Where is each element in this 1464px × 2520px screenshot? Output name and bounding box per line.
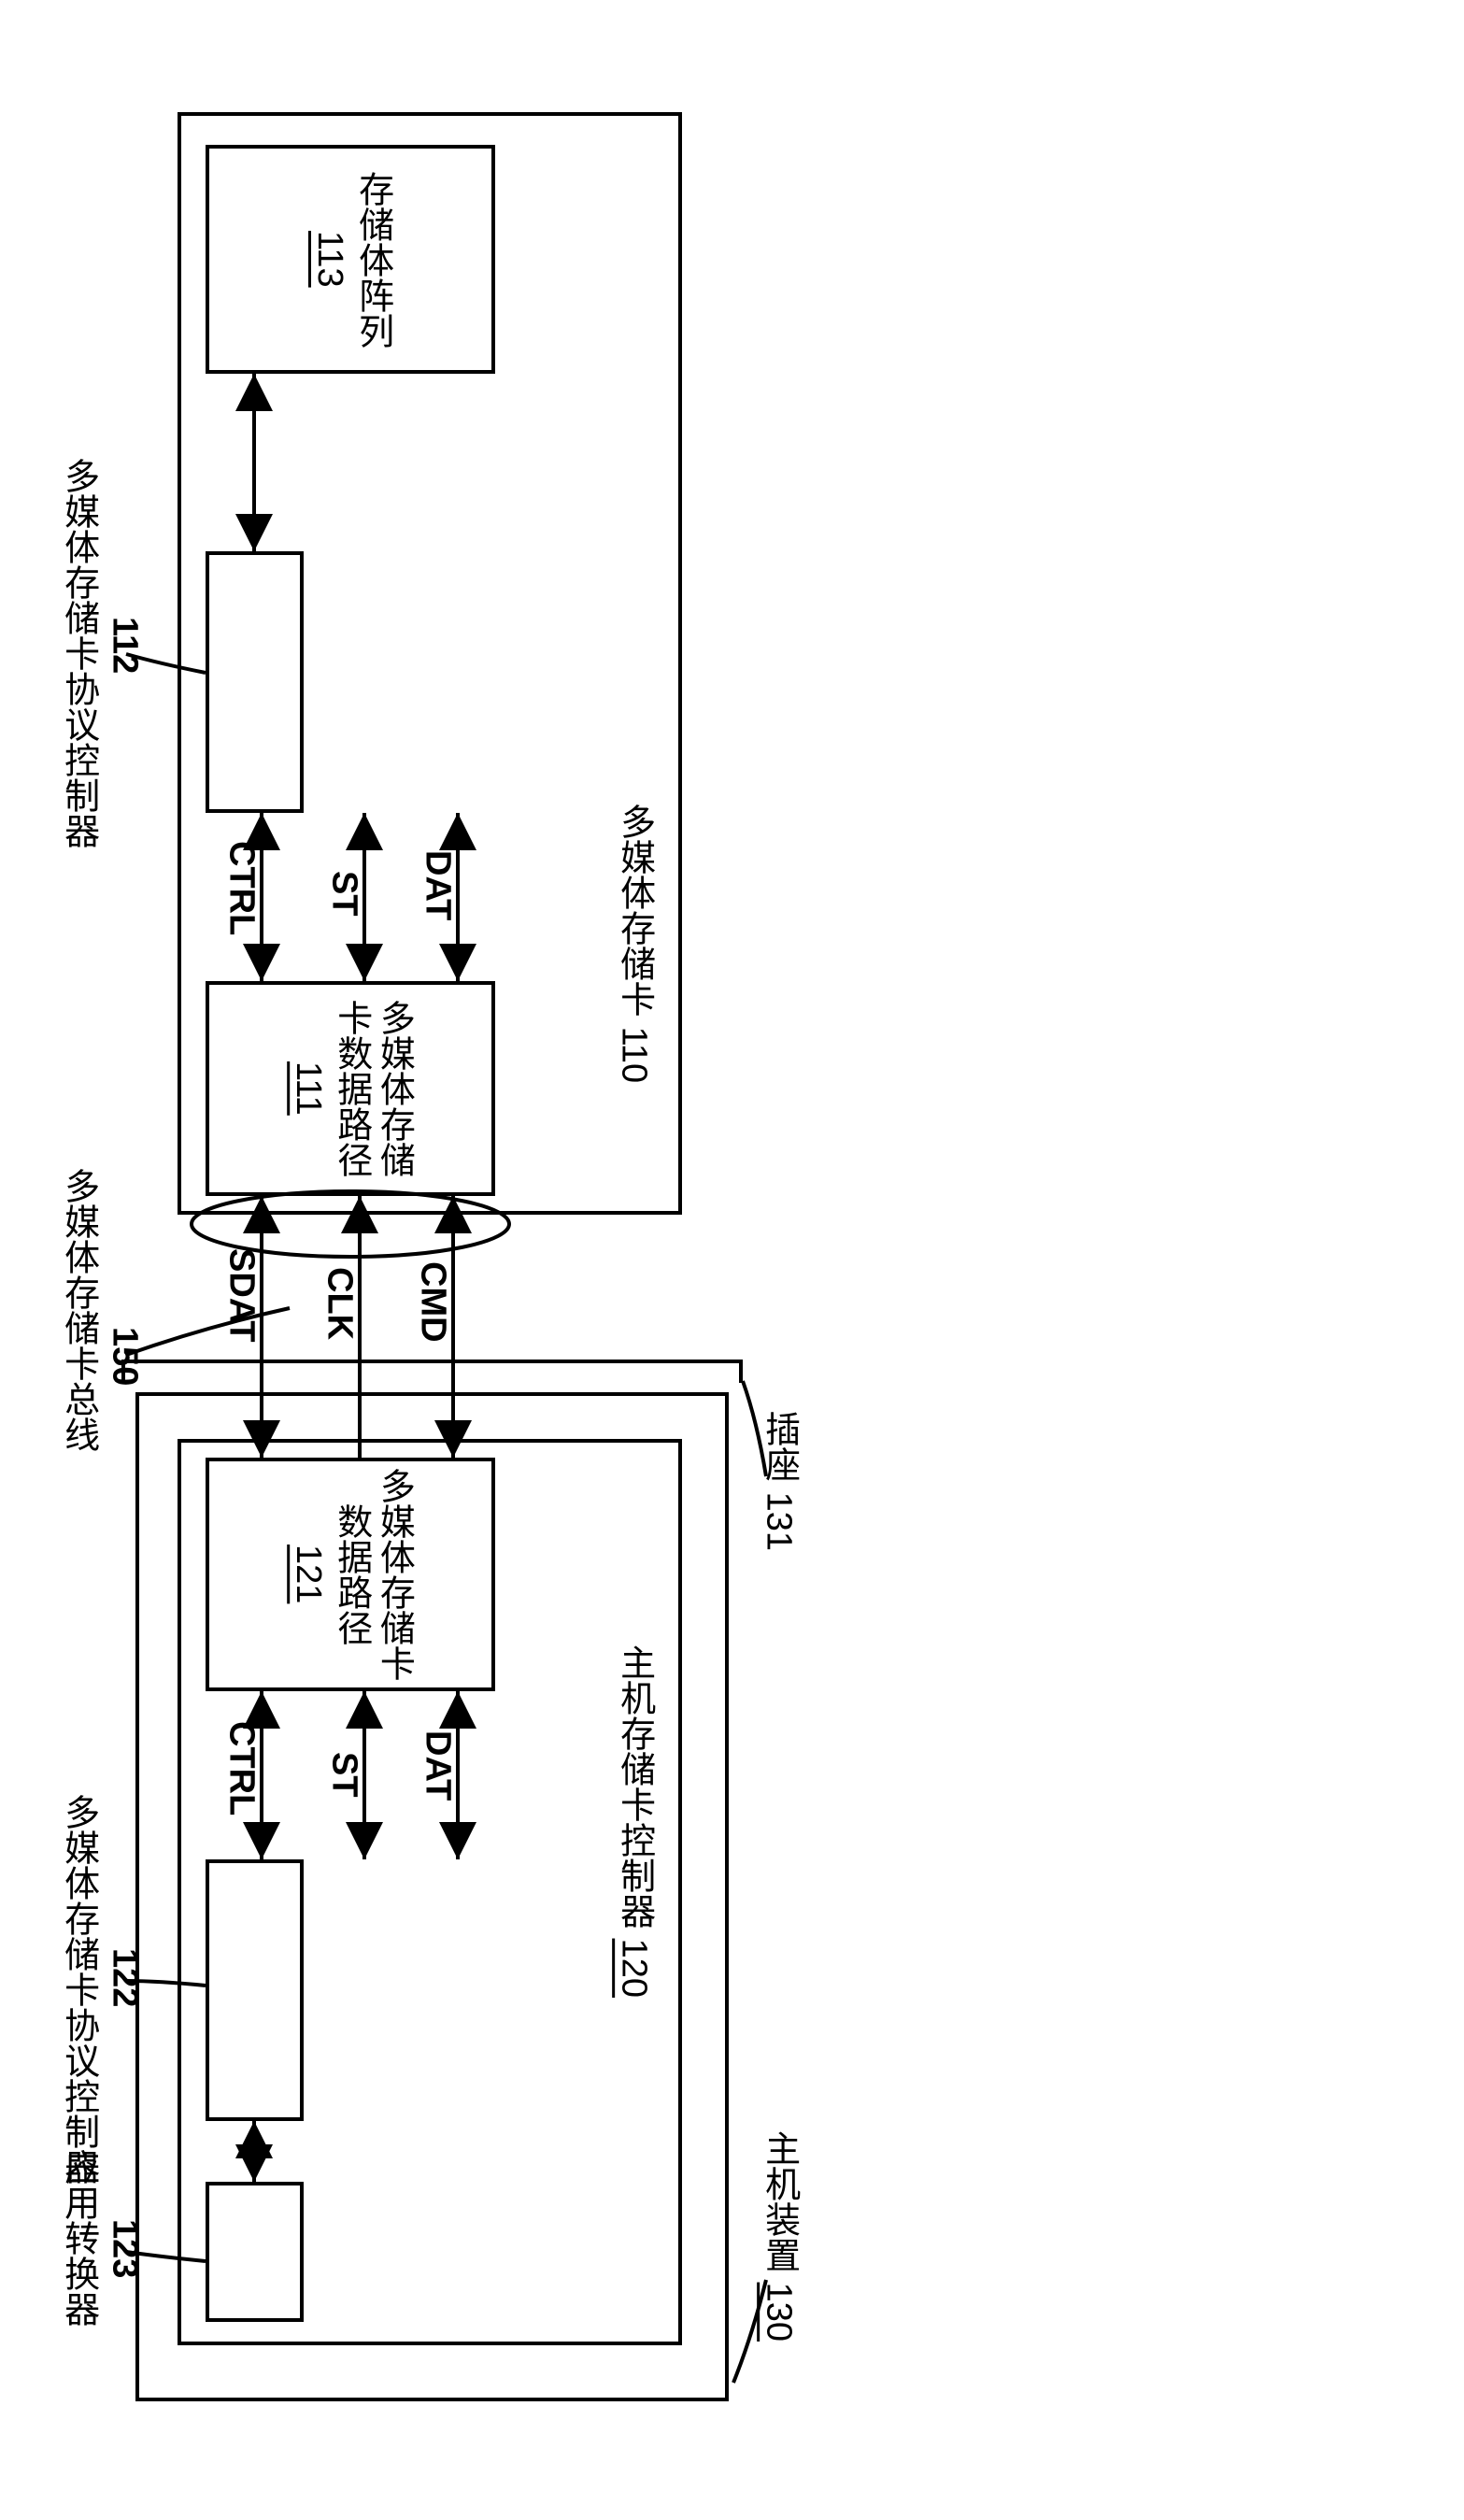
arrows-svg — [19, 19, 1464, 2501]
bus-ellipse — [192, 1191, 509, 1257]
leader-150 — [126, 1308, 290, 1355]
leader-112 — [126, 654, 206, 673]
leader-122 — [126, 1981, 206, 1986]
leader-123 — [126, 2252, 206, 2261]
leader-131 — [743, 1381, 766, 1476]
leader-130 — [733, 2280, 766, 2383]
diagram-canvas: 多媒体存储卡数据路径121 多媒体存储卡数据路径111 存储体阵列113 应用转… — [19, 19, 1464, 2501]
